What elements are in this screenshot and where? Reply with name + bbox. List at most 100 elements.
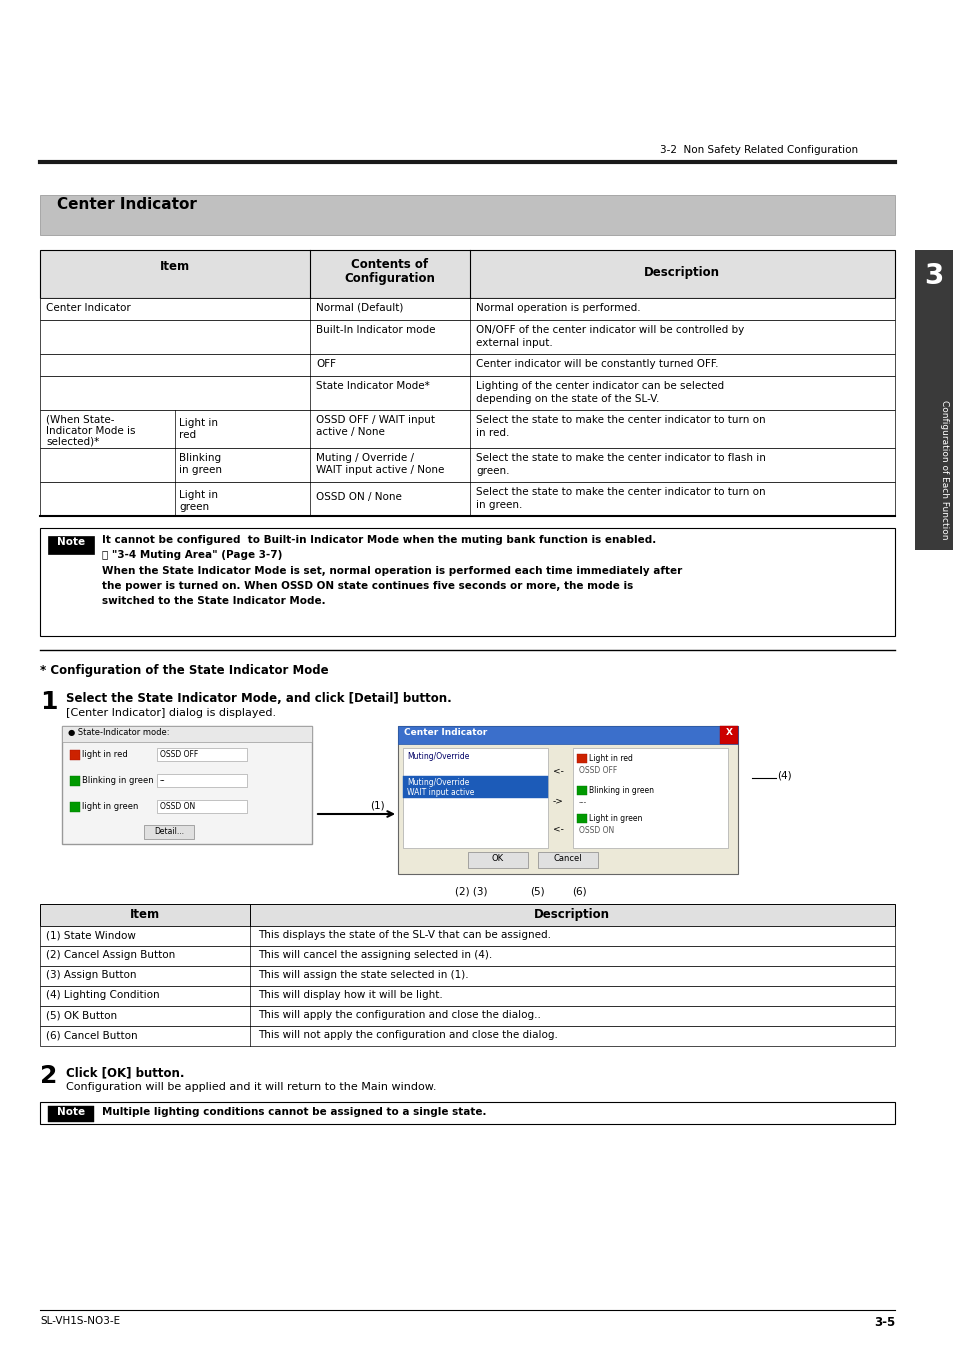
Text: OK: OK (492, 854, 503, 863)
Text: Light in: Light in (179, 490, 218, 500)
Text: This will assign the state selected in (1).: This will assign the state selected in (… (257, 970, 468, 979)
Text: --: -- (160, 775, 165, 785)
Bar (914, 250, 953, 550)
Text: Normal operation is performed.: Normal operation is performed. (476, 303, 640, 313)
Text: [Center Indicator] dialog is displayed.: [Center Indicator] dialog is displayed. (66, 708, 275, 717)
Bar (468, 852, 527, 867)
Bar (577, 815, 586, 823)
Text: Select the state to make the center indicator to turn on: Select the state to make the center indi… (476, 486, 765, 497)
Text: Select the state to make the center indicator to turn on: Select the state to make the center indi… (476, 415, 765, 426)
Text: the power is turned on. When OSSD ON state continues five seconds or more, the m: the power is turned on. When OSSD ON sta… (102, 581, 633, 590)
Text: Center Indicator: Center Indicator (57, 197, 196, 212)
Text: <-: <- (553, 824, 563, 834)
Text: (6) Cancel Button: (6) Cancel Button (46, 1029, 137, 1040)
Text: green.: green. (476, 466, 509, 476)
Text: 1: 1 (40, 690, 57, 713)
Text: Detail...: Detail... (153, 827, 184, 836)
Text: Muting/Override: Muting/Override (407, 753, 469, 761)
Text: Lighting of the center indicator can be selected: Lighting of the center indicator can be … (476, 381, 723, 390)
Text: SL-VH1S-NO3-E: SL-VH1S-NO3-E (40, 1316, 120, 1325)
Text: WAIT input active: WAIT input active (407, 788, 474, 797)
Text: switched to the State Indicator Mode.: switched to the State Indicator Mode. (102, 596, 325, 607)
Bar (402, 775, 547, 798)
Text: This will display how it will be light.: This will display how it will be light. (257, 990, 442, 1000)
Bar (40, 449, 894, 482)
Bar (40, 354, 894, 376)
Text: Muting / Override /: Muting / Override / (315, 453, 414, 463)
Text: Light in: Light in (179, 417, 218, 428)
Text: ⎙ "3-4 Muting Area" (Page 3-7): ⎙ "3-4 Muting Area" (Page 3-7) (102, 550, 282, 561)
Text: This displays the state of the SL-V that can be assigned.: This displays the state of the SL-V that… (257, 929, 551, 940)
Text: Configuration of Each Function: Configuration of Each Function (940, 400, 948, 540)
Text: in red.: in red. (476, 428, 509, 438)
Text: X: X (724, 728, 732, 738)
Bar (40, 946, 894, 966)
Text: This will cancel the assigning selected in (4).: This will cancel the assigning selected … (257, 950, 492, 961)
Text: When the State Indicator Mode is set, normal operation is performed each time im: When the State Indicator Mode is set, no… (102, 566, 681, 576)
Bar (40, 1025, 894, 1046)
Text: State Indicator Mode*: State Indicator Mode* (315, 381, 429, 390)
Text: Note: Note (57, 1106, 85, 1117)
Text: 3-2  Non Safety Related Configuration: 3-2 Non Safety Related Configuration (659, 145, 857, 155)
Text: Configuration: Configuration (344, 272, 435, 285)
Text: Built-In Indicator mode: Built-In Indicator mode (315, 326, 435, 335)
Bar (40, 528, 894, 636)
Text: WAIT input active / None: WAIT input active / None (315, 465, 444, 476)
Bar (573, 748, 727, 848)
Bar (577, 786, 586, 794)
Text: green: green (179, 503, 209, 512)
Text: (1): (1) (370, 801, 384, 811)
Text: (4): (4) (776, 771, 791, 781)
Bar (397, 725, 738, 874)
Text: ---: --- (578, 798, 587, 807)
Bar (40, 482, 894, 516)
Text: Select the State Indicator Mode, and click [Detail] button.: Select the State Indicator Mode, and cli… (66, 692, 452, 705)
Text: (When State-: (When State- (46, 415, 114, 426)
Text: light in red: light in red (82, 750, 128, 759)
Text: 3: 3 (923, 262, 943, 290)
Text: Blinking: Blinking (179, 453, 221, 463)
Text: ● State-Indicator mode:: ● State-Indicator mode: (68, 728, 170, 738)
Bar (40, 320, 894, 354)
Bar (62, 725, 312, 844)
Text: OSSD ON: OSSD ON (578, 825, 614, 835)
Text: ->: -> (553, 796, 563, 805)
Bar (537, 852, 598, 867)
Text: Select the state to make the center indicator to flash in: Select the state to make the center indi… (476, 453, 765, 463)
Bar (144, 825, 193, 839)
Text: 3-5: 3-5 (873, 1316, 894, 1329)
Bar (397, 725, 738, 744)
Bar (40, 1102, 894, 1124)
Text: OSSD OFF: OSSD OFF (578, 766, 617, 775)
Text: Blinking in green: Blinking in green (82, 775, 153, 785)
Text: Contents of: Contents of (351, 258, 428, 272)
Text: Light in green: Light in green (588, 815, 641, 823)
Text: Configuration will be applied and it will return to the Main window.: Configuration will be applied and it wil… (66, 1082, 436, 1092)
Text: Muting/Override: Muting/Override (407, 778, 469, 788)
Text: It cannot be configured  to Built-in Indicator Mode when the muting bank functio: It cannot be configured to Built-in Indi… (102, 535, 656, 544)
Bar (48, 1106, 94, 1121)
Text: Center indicator will be constantly turned OFF.: Center indicator will be constantly turn… (476, 359, 718, 369)
Text: (6): (6) (572, 886, 586, 896)
Text: OSSD OFF / WAIT input: OSSD OFF / WAIT input (315, 415, 435, 426)
Text: selected)*: selected)* (46, 436, 99, 447)
Text: Center Indicator: Center Indicator (46, 303, 131, 313)
Text: (5) OK Button: (5) OK Button (46, 1011, 117, 1020)
Text: Click [OK] button.: Click [OK] button. (66, 1066, 184, 1079)
Bar (40, 986, 894, 1006)
Text: red: red (179, 430, 196, 440)
Text: Blinking in green: Blinking in green (588, 786, 654, 794)
Text: Item: Item (130, 908, 160, 921)
Bar (40, 966, 894, 986)
Bar (40, 250, 894, 299)
Text: Item: Item (160, 259, 190, 273)
Text: active / None: active / None (315, 427, 384, 436)
Text: in green: in green (179, 465, 222, 476)
Text: This will apply the configuration and close the dialog..: This will apply the configuration and cl… (257, 1011, 540, 1020)
Bar (157, 800, 247, 813)
Bar (157, 748, 247, 761)
Text: (1) State Window: (1) State Window (46, 929, 135, 940)
Text: (4) Lighting Condition: (4) Lighting Condition (46, 990, 159, 1000)
Bar (70, 750, 80, 761)
Text: Description: Description (534, 908, 609, 921)
